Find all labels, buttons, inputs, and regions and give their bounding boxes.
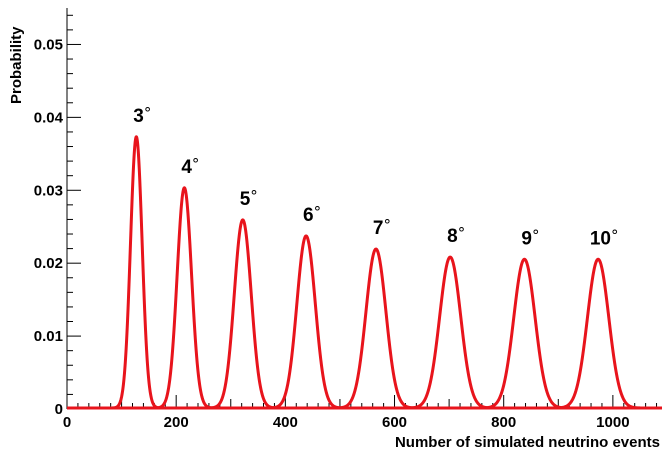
peak-label-7: 7°	[373, 216, 391, 239]
peak-label-6: 6°	[303, 203, 321, 226]
x-tick-label: 400	[273, 414, 298, 431]
y-tick-label: 0	[55, 401, 63, 418]
peak-label-8: 8°	[447, 224, 465, 247]
peak-curve-3	[108, 135, 164, 410]
peak-curve-9	[475, 257, 574, 410]
peak-curve-7	[329, 247, 423, 410]
y-axis-ticks: 0 0.01 0.02 0.03 0.04 0.05	[34, 14, 81, 418]
y-tick-label: 0.04	[34, 109, 64, 126]
y-tick-label: 0.01	[34, 328, 63, 345]
peak-label-4: 4°	[181, 155, 199, 178]
x-tick-label: 1000	[596, 414, 629, 431]
peak-curve-10	[548, 257, 648, 410]
peak-label-10: 10°	[590, 226, 619, 249]
x-tick-label: 0	[63, 414, 71, 431]
y-tick-label: 0.02	[34, 255, 63, 272]
peak-curve-5	[203, 218, 283, 410]
x-tick-label: 200	[164, 414, 189, 431]
x-tick-label: 600	[382, 414, 407, 431]
peak-label-9: 9°	[521, 226, 539, 249]
peak-curve-6	[263, 234, 349, 410]
peak-label-5: 5°	[240, 187, 258, 210]
plot-frame	[66, 8, 662, 410]
peak-curve-8	[401, 255, 499, 410]
x-tick-label: 800	[491, 414, 516, 431]
y-axis-title: Probability	[8, 26, 25, 104]
x-axis-title: Number of simulated neutrino events	[395, 434, 660, 451]
series-curves	[67, 135, 662, 410]
peak-labels: 3° 4° 5° 6° 7° 8° 9° 10°	[133, 104, 618, 249]
y-tick-label: 0.05	[34, 36, 63, 53]
y-tick-label: 0.03	[34, 182, 63, 199]
peak-label-3: 3°	[133, 104, 151, 127]
peak-curve-4	[150, 186, 218, 410]
